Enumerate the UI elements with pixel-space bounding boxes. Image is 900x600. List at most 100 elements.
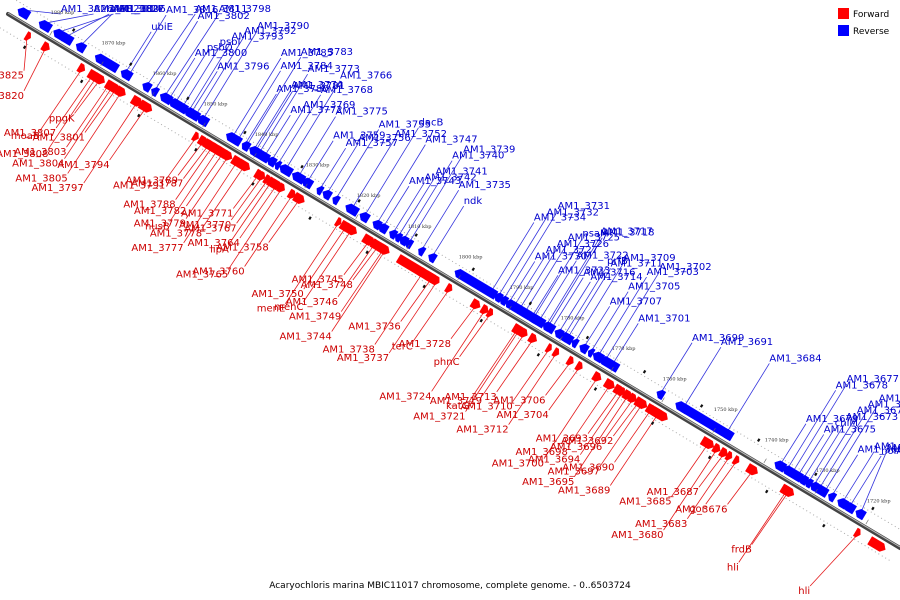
- reverse-gene-label: AM1_3679: [806, 414, 858, 425]
- reverse-leader-line: [661, 342, 693, 392]
- forward-gene-label: lipA: [210, 244, 229, 255]
- forward-gene-feature: [511, 323, 525, 336]
- reverse-gene-label: AM1_3730: [535, 251, 587, 262]
- reverse-gene-feature: [418, 246, 427, 257]
- forward-gene-label: AM1_3697: [548, 466, 600, 477]
- reverse-gene-feature: [332, 195, 341, 206]
- legend: Forward Reverse: [838, 8, 890, 37]
- reverse-gene-feature: [571, 338, 580, 349]
- forward-leader-line: [64, 89, 111, 159]
- forward-gene-label: AM1_3737: [337, 353, 389, 364]
- reverse-leader-line: [272, 109, 304, 159]
- forward-gene-feature: [544, 343, 552, 353]
- forward-gene-label: menE: [257, 304, 286, 315]
- forward-gene-label: AM1_3801: [33, 132, 85, 143]
- forward-leader-line: [23, 49, 46, 92]
- forward-gene-label: AM1_3685: [619, 497, 671, 508]
- tick-label: 1810 kbp: [408, 224, 432, 230]
- forward-gene-label: AM1_3689: [558, 485, 610, 496]
- reverse-leader-line: [798, 434, 825, 474]
- reverse-leader-line: [499, 217, 548, 295]
- legend-reverse-swatch: [838, 25, 849, 36]
- reverse-leader-line: [584, 306, 611, 346]
- reverse-leader-line: [129, 14, 167, 74]
- forward-leader-line: [186, 155, 222, 207]
- forward-leader-line: [233, 176, 258, 209]
- marker-dot: [129, 62, 133, 67]
- marker-dot: [765, 489, 769, 494]
- forward-leader-line: [751, 493, 788, 545]
- reverse-leader-line: [814, 415, 858, 484]
- reverse-leader-line: [832, 454, 859, 495]
- reverse-gene-feature: [579, 343, 590, 355]
- forward-gene-feature: [485, 307, 494, 318]
- forward-gene-label: AM1_3794: [57, 160, 109, 171]
- forward-leader-line: [599, 406, 641, 467]
- marker-dot: [699, 404, 704, 408]
- forward-gene-label: AM1_3760: [192, 267, 244, 278]
- reverse-gene-feature: [843, 502, 858, 515]
- forward-gene-feature: [724, 450, 733, 461]
- reverse-gene-label: AM1_3806: [113, 4, 165, 15]
- tick-mark: [457, 275, 461, 280]
- forward-gene-label: AM1_3750: [252, 289, 304, 300]
- reverse-gene-label: AM1_3757: [346, 138, 398, 149]
- reverse-gene-label: AM1_3759: [333, 131, 385, 142]
- legend-reverse-label: Reverse: [853, 27, 890, 37]
- marker-dot: [528, 301, 533, 306]
- marker-dot: [22, 45, 27, 50]
- marker-dot: [822, 523, 826, 528]
- forward-leader-line: [331, 252, 384, 332]
- forward-leader-line: [175, 149, 211, 200]
- reverse-gene-label: AM1_3766: [340, 71, 392, 82]
- tick-mark: [253, 153, 257, 158]
- forward-gene-label: AM1_3803: [14, 147, 66, 158]
- tick-label: 1840 kbp: [255, 132, 279, 138]
- tick-mark: [304, 183, 308, 189]
- reverse-gene-label: ubiE: [151, 22, 173, 33]
- kbp-ticks: 1880 kbp 1870 kbp 1860 kbp 1850 kbp 1840 kbp…: [49, 10, 891, 525]
- reverse-leader-line: [861, 452, 887, 512]
- forward-gene-label: AM1_3738: [323, 344, 375, 355]
- reverse-gene-label: AM1_3678: [836, 380, 888, 391]
- forward-gene-label: AM1_3694: [528, 455, 580, 466]
- reverse-leader-line: [320, 148, 347, 188]
- forward-gene-feature: [527, 332, 537, 344]
- genome-track: [0, 0, 900, 563]
- reverse-gene-label: AM1_3723: [558, 265, 610, 276]
- reverse-leader-line: [278, 94, 322, 163]
- reverse-gene-label: AM1_3752: [395, 129, 447, 140]
- tick-mark: [763, 458, 767, 464]
- tick-mark: [355, 214, 359, 219]
- tick-mark: [100, 61, 104, 67]
- forward-gene-feature: [256, 170, 266, 181]
- reverse-leader-line: [575, 262, 624, 341]
- forward-leader-line: [83, 104, 136, 184]
- reverse-leader-line: [336, 129, 380, 198]
- tick-label: 1790 kbp: [510, 285, 534, 291]
- forward-gene-feature: [292, 191, 305, 204]
- forward-leader-line: [66, 87, 108, 148]
- reverse-gene-feature: [405, 239, 415, 250]
- reverse-gene-label: chlM: [835, 418, 858, 429]
- tick-mark: [406, 244, 410, 250]
- forward-gene-label: AM1_3719: [430, 396, 482, 407]
- reverse-leader-line: [525, 242, 569, 311]
- forward-leader-line: [177, 143, 202, 176]
- forward-leader-line: [239, 187, 276, 239]
- reverse-gene-label: AM1_3709: [623, 253, 675, 264]
- reverse-gene-label: AM1_3673: [846, 412, 898, 423]
- reverse-gene-feature: [17, 7, 32, 21]
- marker-dot: [357, 199, 361, 203]
- forward-leader-line: [374, 275, 422, 345]
- forward-leader-line: [268, 201, 299, 243]
- tick-mark: [202, 122, 206, 128]
- tick-label: 1740 kbp: [765, 438, 789, 444]
- reverse-leader-line: [804, 427, 836, 478]
- reverse-gene-label: psbI: [220, 37, 241, 48]
- reverse-leader-line: [547, 236, 601, 324]
- forward-leader-line: [671, 445, 707, 497]
- reverse-gene-feature: [197, 114, 211, 128]
- reverse-gene-label: AM1_3731: [558, 201, 610, 212]
